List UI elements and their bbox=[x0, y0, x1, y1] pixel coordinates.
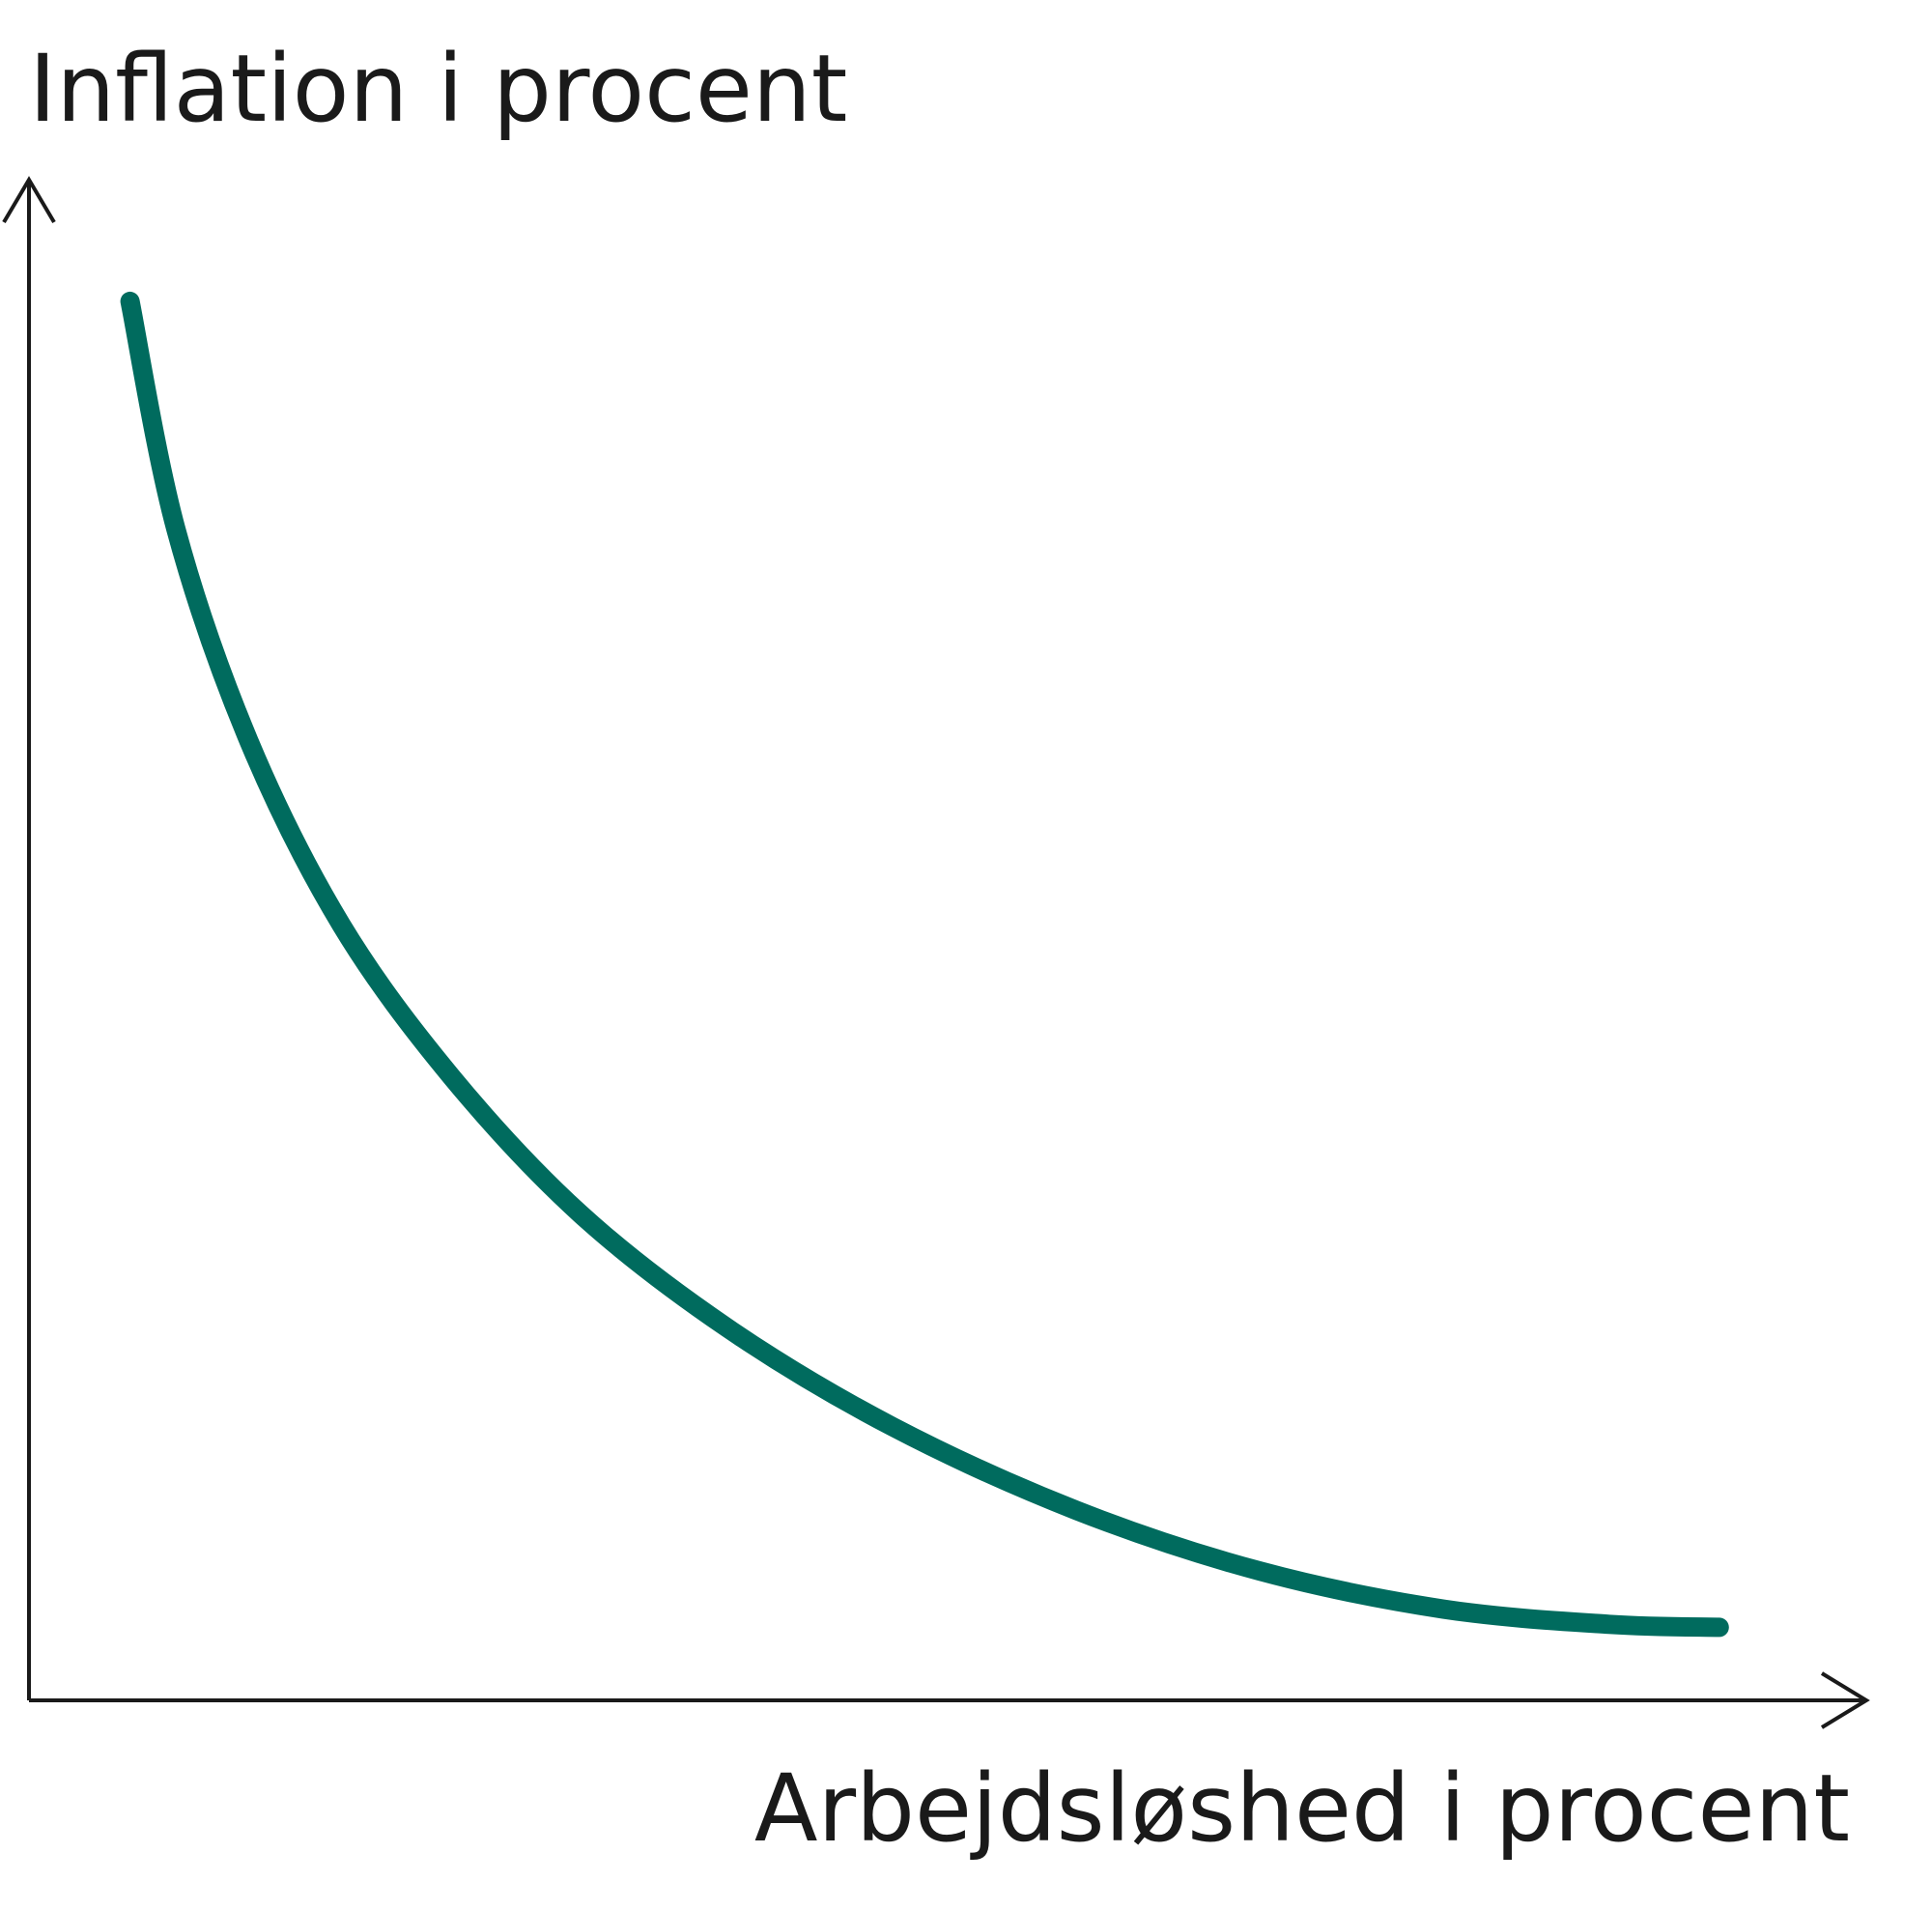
y-axis bbox=[2, 176, 56, 1700]
x-axis bbox=[29, 1671, 1870, 1729]
series-line bbox=[120, 291, 1729, 1638]
y-axis-arrow-icon bbox=[2, 176, 56, 224]
y-axis-title: Inflation i procent bbox=[29, 35, 847, 143]
x-axis-arrow-icon bbox=[1820, 1671, 1870, 1729]
x-axis-title: Arbejdsløshed i procent bbox=[754, 1754, 1850, 1863]
